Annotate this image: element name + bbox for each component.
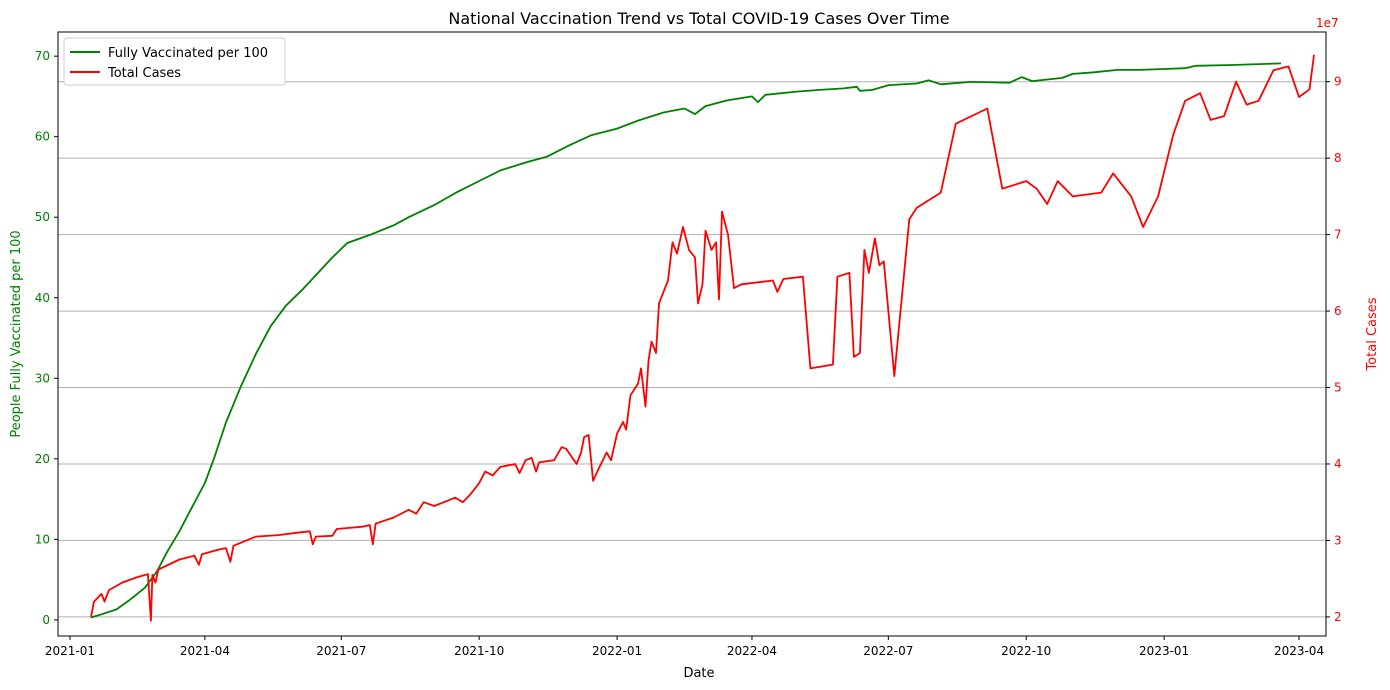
- grid: [58, 81, 1326, 618]
- y-tick-label-left: 10: [35, 532, 50, 546]
- y-tick-label-left: 70: [35, 49, 50, 63]
- legend-label-cases: Total Cases: [107, 66, 181, 81]
- legend: Fully Vaccinated per 100 Total Cases: [63, 37, 286, 86]
- y-tick-label-left: 30: [35, 371, 50, 385]
- series-layer: [90, 54, 1315, 622]
- x-tick-label: 2021-10: [454, 644, 504, 658]
- x-tick-label: 2022-10: [1001, 644, 1051, 658]
- y-tick-label-right: 9: [1334, 75, 1342, 89]
- legend-label-vaccinated: Fully Vaccinated per 100: [108, 46, 268, 61]
- chart-title: National Vaccination Trend vs Total COVI…: [448, 9, 949, 28]
- series-line-vaccinated: [90, 62, 1282, 619]
- x-tick-label: 2022-01: [592, 644, 642, 658]
- x-tick-label: 2022-07: [863, 644, 913, 658]
- y-tick-label-left: 20: [35, 452, 50, 466]
- x-tick-label: 2021-04: [180, 644, 230, 658]
- y-tick-label-left: 0: [42, 613, 50, 627]
- y-tick-label-left: 40: [35, 291, 50, 305]
- x-tick-label: 2021-07: [316, 644, 366, 658]
- y-tick-label-left: 50: [35, 210, 50, 224]
- x-tick-label: 2023-04: [1274, 644, 1324, 658]
- legend-box: [63, 37, 286, 86]
- series-line-cases: [90, 54, 1315, 622]
- y-axis-label-left: People Fully Vaccinated per 100: [9, 230, 24, 437]
- x-tick-label: 2021-01: [45, 644, 95, 658]
- right-axis-exponent: 1e7: [1316, 16, 1339, 30]
- y-tick-label-right: 6: [1334, 304, 1342, 318]
- plot-frame: [57, 31, 1327, 637]
- y-tick-label-right: 3: [1334, 533, 1342, 547]
- x-tick-label: 2023-01: [1139, 644, 1189, 658]
- y-tick-label-left: 60: [35, 130, 50, 144]
- x-tick-label: 2022-04: [727, 644, 777, 658]
- x-axis-label: Date: [683, 666, 714, 681]
- y-tick-label-right: 4: [1334, 457, 1342, 471]
- axes: 2021-01 2021-04 2021-07 2021-10 2022-01 2022-…: [35, 49, 1342, 658]
- y-tick-label-right: 5: [1334, 381, 1342, 395]
- y-axis-label-right: Total Cases: [1365, 297, 1380, 371]
- y-tick-label-right: 2: [1334, 610, 1342, 624]
- y-tick-label-right: 8: [1334, 151, 1342, 165]
- y-tick-label-right: 7: [1334, 228, 1342, 242]
